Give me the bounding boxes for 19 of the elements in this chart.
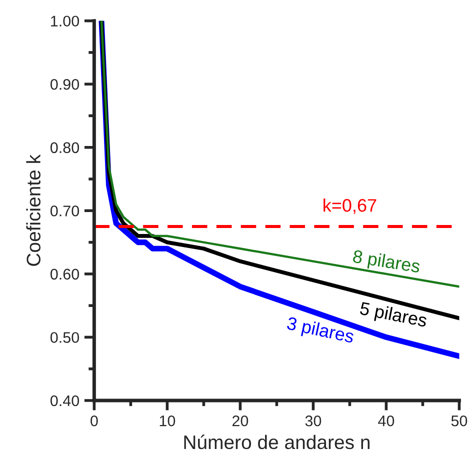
y-axis-title: Coeficiente k — [26, 154, 40, 266]
text: 8 pilares — [352, 249, 421, 276]
x-tick-label: 20 — [232, 415, 248, 426]
y-tick-label: 0.80 — [50, 142, 80, 154]
x-tick-label: 40 — [378, 415, 394, 426]
x-tick-label: 30 — [305, 415, 322, 426]
y-tick-label: 0.70 — [50, 206, 80, 216]
y-tick-label: 1.00 — [51, 16, 80, 27]
x-tick-label: 50 — [451, 415, 468, 426]
x-tick-label: 10 — [160, 415, 176, 426]
y-tick-label: 0.60 — [50, 268, 80, 280]
y-tick-label: 0.50 — [50, 332, 80, 343]
y-tick-label: 0.90 — [50, 78, 80, 90]
text: 5 pilares — [358, 301, 428, 331]
x-tick-label: 0 — [90, 415, 98, 426]
x-axis-title: Número de andares n — [184, 434, 370, 450]
y-tick-label: 0.40 — [50, 395, 80, 406]
ref-line-label: k=0,67 — [324, 198, 376, 214]
text: 3 pilares — [286, 316, 355, 347]
